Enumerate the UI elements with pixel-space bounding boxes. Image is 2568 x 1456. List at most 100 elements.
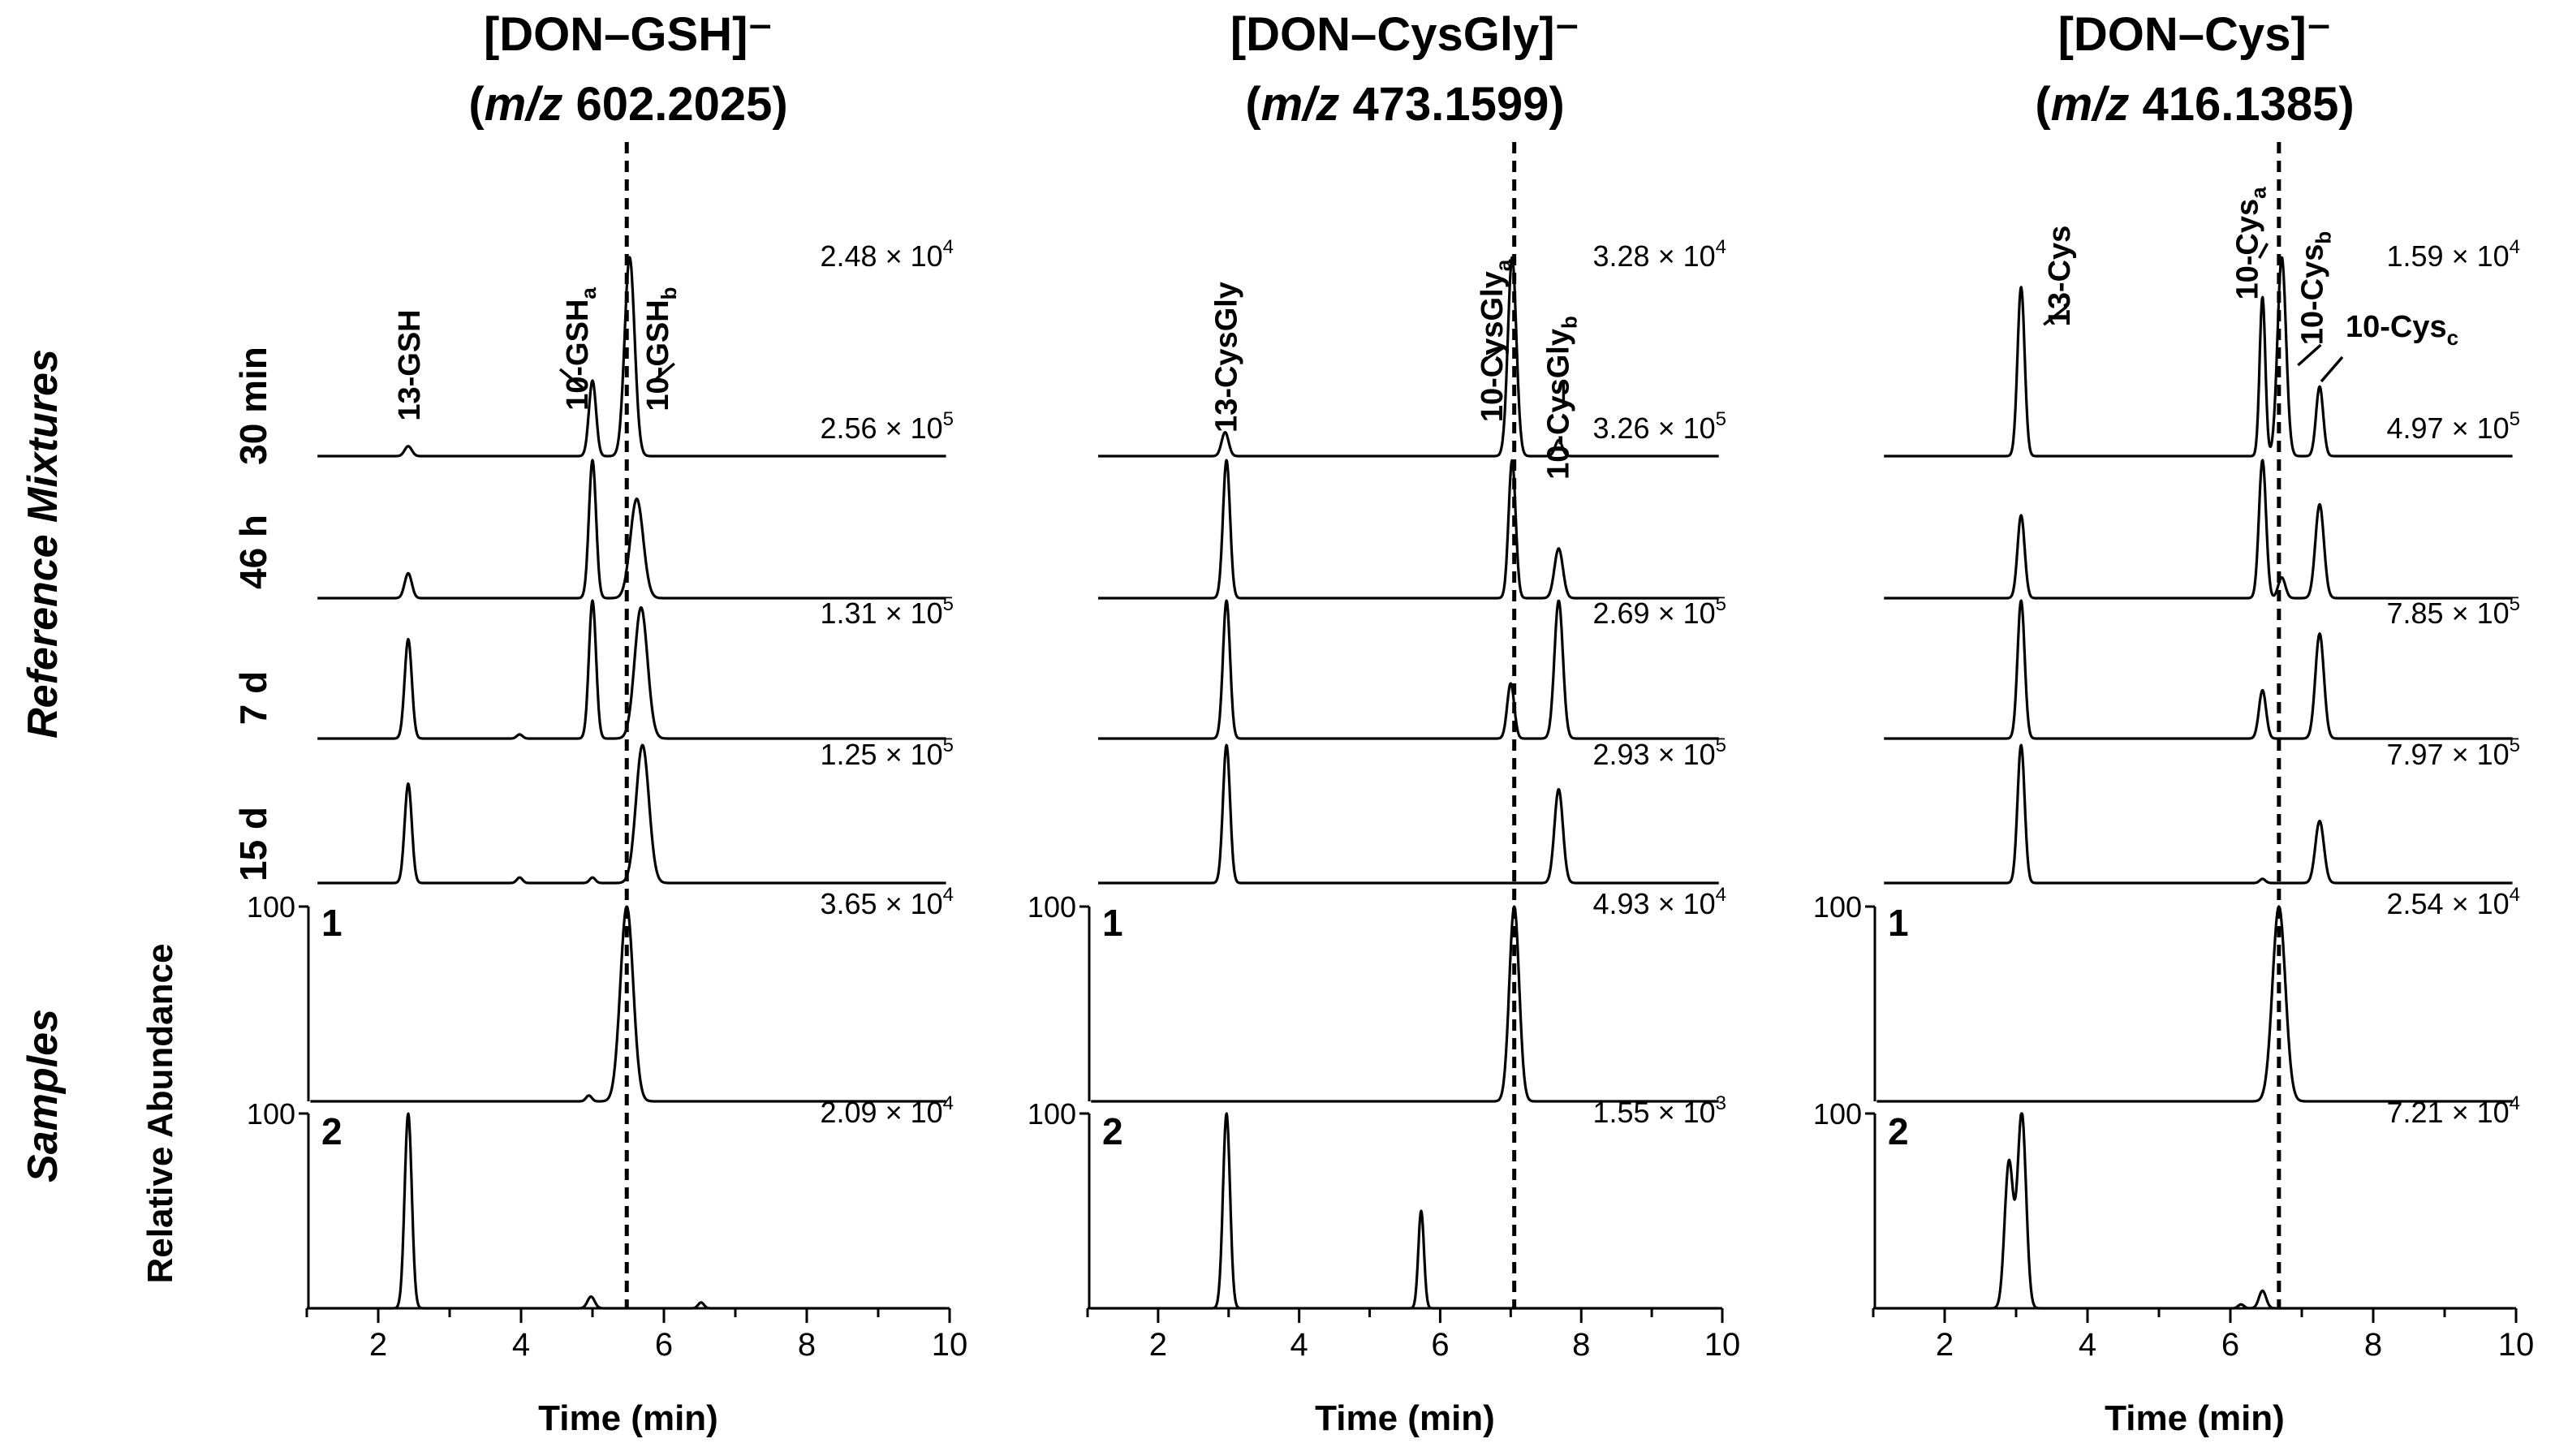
x-tick-label: 10 (1704, 1327, 1741, 1363)
intensity-label: 2.54 × 104 (2387, 884, 2521, 920)
trace-cysgly-row-1 (1097, 256, 1720, 458)
x-tick-label: 6 (1431, 1327, 1449, 1363)
x-tick-label: 2 (369, 1327, 387, 1363)
mz-italic: m/z (1261, 78, 1340, 131)
peak-leader-line (1482, 346, 1506, 363)
peak-label-10-cys-a: 10-Cysa (2231, 187, 2271, 300)
row-label-reference: 15 d (232, 807, 274, 881)
intensity-label: 4.93 × 104 (1593, 884, 1727, 920)
peak-leader-line (2258, 243, 2269, 259)
intensity-label: 1.31 × 105 (821, 593, 954, 630)
panel-mz: (m/z 473.1599) (1245, 78, 1564, 131)
x-tick-label: 10 (2498, 1327, 2535, 1363)
intensity-label: 2.93 × 105 (1593, 734, 1727, 771)
intensity-label: 1.59 × 104 (2387, 236, 2521, 273)
x-tick-label: 8 (1572, 1327, 1590, 1363)
panel-mz: (m/z 602.2025) (468, 78, 787, 131)
trace-gsh-row-4 (317, 743, 947, 885)
x-tick-label: 10 (932, 1327, 968, 1363)
intensity-label: 7.21 × 104 (2387, 1092, 2521, 1129)
intensity-label: 2.48 × 104 (821, 236, 954, 273)
trace-gsh-row-3 (317, 599, 947, 740)
intensity-label: 2.09 × 104 (821, 1092, 954, 1129)
row-label-sample: 1 (321, 902, 343, 944)
chart-panels: [DON–GSH]⁻ (m/z 602.2025) 2.48 × 104 30 min… (232, 8, 2534, 1438)
row-label-sample: 1 (1888, 902, 1909, 944)
trace-cysgly-row-5 (1090, 905, 1720, 1103)
x-tick-label: 4 (512, 1327, 530, 1363)
row-label-sample: 1 (1102, 902, 1123, 944)
intensity-label: 2.69 × 105 (1593, 593, 1727, 630)
reference-mixtures-label: Reference Mixtures (19, 349, 67, 739)
row-label-sample: 2 (1888, 1110, 1909, 1152)
intensity-label: 7.85 × 105 (2387, 593, 2521, 630)
y-axis-label: Relative Abundance (140, 944, 180, 1284)
peak-label-13-cysgly: 13-CysGly (1209, 282, 1243, 433)
x-tick-label: 6 (655, 1327, 673, 1363)
panel-title: [DON–CysGly]⁻ (1230, 8, 1579, 61)
x-tick-label: 4 (1290, 1327, 1308, 1363)
trace-cys-row-4 (1883, 743, 2514, 885)
panel-cysgly: [DON–CysGly]⁻ (m/z 473.1599) 3.28 × 104 3.2… (1028, 8, 1740, 1438)
peak-label-13-cys: 13-Cys (2043, 226, 2077, 327)
peak-leader-line (558, 368, 584, 390)
intensity-label: 2.56 × 105 (821, 408, 954, 445)
y-tick-label: 100 (247, 890, 295, 924)
panel-title: [DON–GSH]⁻ (484, 8, 773, 61)
x-axis-title: Time (min) (2105, 1398, 2285, 1438)
peak-label-10-cysgly-a: 10-CysGlya (1476, 259, 1515, 422)
mz-italic: m/z (2051, 78, 2130, 131)
peak-leader-line (2297, 343, 2322, 367)
x-tick-label: 2 (1936, 1327, 1954, 1363)
trace-gsh-row-1 (317, 256, 947, 458)
trace-cys-row-3 (1883, 599, 2514, 740)
row-label-sample: 2 (321, 1110, 343, 1152)
samples-label: Samples (19, 1009, 67, 1182)
peak-label-10-gsh-a: 10-GSHa (561, 287, 601, 411)
x-tick-label: 2 (1149, 1327, 1167, 1363)
intensity-label: 1.25 × 105 (821, 734, 954, 771)
y-tick-label: 100 (1028, 1097, 1076, 1131)
intensity-label: 4.97 × 105 (2387, 408, 2521, 445)
trace-cys-row-5 (1876, 905, 2514, 1103)
trace-cysgly-row-3 (1097, 599, 1720, 740)
y-tick-label: 100 (1028, 890, 1076, 924)
x-axis-title: Time (min) (1315, 1398, 1495, 1438)
x-axis-title: Time (min) (538, 1398, 718, 1438)
y-tick-label: 100 (1813, 890, 1862, 924)
peak-label-10-gsh-b: 10-GSHb (641, 286, 681, 411)
intensity-label: 3.28 × 104 (1593, 236, 1727, 273)
peak-leader-line (652, 362, 675, 383)
side-labels: Reference Mixtures Samples Relative Abun… (19, 349, 180, 1283)
peak-leader-line (2043, 305, 2068, 326)
x-tick-label: 4 (2079, 1327, 2096, 1363)
trace-cys-row-6 (1876, 1112, 2514, 1310)
trace-cysgly-row-4 (1097, 743, 1720, 885)
trace-cysgly-row-6 (1090, 1112, 1720, 1310)
trace-cysgly-row-2 (1097, 459, 1720, 600)
row-label-reference: 30 min (232, 347, 274, 465)
trace-cys-row-1 (1883, 256, 2514, 458)
peak-label-13-gsh: 13-GSH (393, 309, 427, 420)
x-tick-label: 8 (798, 1327, 816, 1363)
row-label-sample: 2 (1102, 1110, 1123, 1152)
panel-cys: [DON–Cys]⁻ (m/z 416.1385) 1.59 × 104 4.97 ×… (1813, 8, 2534, 1438)
panel-gsh: [DON–GSH]⁻ (m/z 602.2025) 2.48 × 104 30 min… (232, 8, 967, 1438)
intensity-label: 7.97 × 105 (2387, 734, 2521, 771)
trace-cys-row-2 (1883, 459, 2514, 600)
row-label-reference: 46 h (232, 515, 274, 589)
mz-italic: m/z (485, 78, 563, 131)
intensity-label: 3.65 × 104 (821, 884, 954, 920)
trace-gsh-row-2 (317, 459, 947, 600)
x-tick-label: 6 (2221, 1327, 2239, 1363)
panel-title: [DON–Cys]⁻ (2058, 8, 2332, 61)
y-tick-label: 100 (1813, 1097, 1862, 1131)
peak-label-10-cysgly-b: 10-CysGlyb (1541, 316, 1581, 480)
row-label-reference: 7 d (232, 671, 274, 725)
peak-label-10-cys-c: 10-Cysc (2346, 310, 2458, 350)
peak-label-10-cys-b: 10-Cysb (2295, 231, 2335, 346)
intensity-label: 1.55 × 103 (1593, 1092, 1727, 1129)
panel-mz: (m/z 416.1385) (2035, 78, 2354, 131)
y-tick-label: 100 (247, 1097, 295, 1131)
